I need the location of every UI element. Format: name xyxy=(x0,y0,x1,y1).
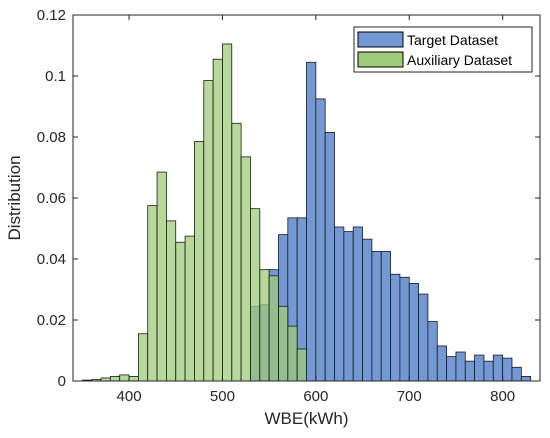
auxiliary-bar-450 xyxy=(175,241,186,382)
auxiliary-bar-390 xyxy=(119,374,130,382)
auxiliary-bar-400 xyxy=(128,376,139,382)
target-bar-680 xyxy=(390,273,401,382)
x-tick-label: 500 xyxy=(210,388,235,405)
target-bar-770 xyxy=(474,354,485,382)
target-bar-750 xyxy=(455,351,466,382)
target-bar-710 xyxy=(418,293,429,382)
y-axis-ticks: 0 0.02 0.04 0.06 0.08 0.1 0.12 xyxy=(37,7,540,390)
auxiliary-bar-570 xyxy=(287,325,298,382)
target-bar-670 xyxy=(380,250,391,382)
target-bar-620 xyxy=(334,226,345,382)
auxiliary-bar-540 xyxy=(259,269,270,382)
y-tick-label: 0 xyxy=(58,373,66,390)
auxiliary-dataset-bars xyxy=(81,43,307,382)
target-bar-650 xyxy=(362,238,373,382)
target-bar-640 xyxy=(352,226,363,382)
target-bar-800 xyxy=(502,357,513,382)
x-tick-label: 600 xyxy=(303,388,328,405)
target-bar-790 xyxy=(492,354,504,382)
legend: Target Dataset Auxiliary Dataset xyxy=(353,26,533,73)
auxiliary-bar-380 xyxy=(109,376,121,382)
x-tick-label: 800 xyxy=(490,388,515,405)
target-bar-810 xyxy=(511,366,522,382)
y-tick-label: 0.12 xyxy=(37,7,66,24)
auxiliary-bar-550 xyxy=(268,275,279,382)
y-tick-label: 0.1 xyxy=(45,68,66,85)
target-bar-700 xyxy=(408,282,419,382)
y-axis-title: Distribution xyxy=(5,155,24,240)
legend-swatch-auxiliary xyxy=(357,51,404,68)
auxiliary-bar-410 xyxy=(137,333,149,382)
target-bar-630 xyxy=(343,231,354,382)
target-bar-780 xyxy=(483,360,494,382)
auxiliary-bar-430 xyxy=(156,171,167,382)
legend-label-auxiliary: Auxiliary Dataset xyxy=(407,52,512,68)
auxiliary-bar-440 xyxy=(165,220,177,382)
auxiliary-bar-490 xyxy=(212,58,223,382)
x-axis-title: WBE(kWh) xyxy=(264,409,348,428)
target-bar-760 xyxy=(464,360,476,382)
y-tick-label: 0.08 xyxy=(37,129,66,146)
target-bar-820 xyxy=(520,376,532,382)
auxiliary-bar-480 xyxy=(203,80,214,382)
target-bar-590 xyxy=(306,61,317,382)
auxiliary-bar-560 xyxy=(278,305,289,382)
target-bar-610 xyxy=(324,132,335,382)
target-bar-600 xyxy=(315,98,326,382)
y-tick-label: 0.02 xyxy=(37,312,66,329)
auxiliary-bar-460 xyxy=(184,235,195,382)
auxiliary-bar-520 xyxy=(240,156,251,382)
auxiliary-bar-500 xyxy=(222,43,233,382)
auxiliary-bar-510 xyxy=(231,122,242,382)
y-tick-label: 0.06 xyxy=(37,190,66,207)
target-bar-720 xyxy=(427,321,438,382)
target-bar-690 xyxy=(399,276,410,382)
target-bar-740 xyxy=(446,356,457,382)
auxiliary-bar-420 xyxy=(147,205,158,382)
legend-label-target: Target Dataset xyxy=(407,32,498,48)
y-tick-label: 0.04 xyxy=(37,251,66,268)
x-axis-ticks: 400 500 600 700 800 xyxy=(117,15,515,405)
auxiliary-bar-530 xyxy=(250,208,261,382)
auxiliary-bar-580 xyxy=(296,348,307,382)
x-tick-label: 400 xyxy=(117,388,142,405)
auxiliary-bar-470 xyxy=(194,141,205,382)
x-tick-label: 700 xyxy=(397,388,422,405)
target-bar-730 xyxy=(436,345,448,382)
target-bar-660 xyxy=(371,250,382,382)
legend-swatch-target xyxy=(357,31,404,48)
